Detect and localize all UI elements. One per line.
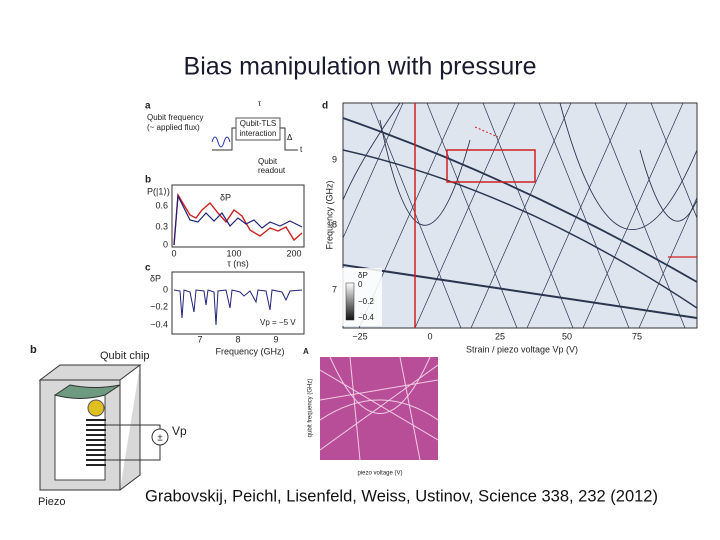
axis-label: Qubit frequency bbox=[147, 113, 203, 122]
tick-label: 0 bbox=[427, 331, 432, 341]
tick-label: 200 bbox=[286, 248, 301, 258]
slide-title: Bias manipulation with pressure bbox=[184, 53, 537, 81]
panel-label: b bbox=[30, 344, 37, 356]
texture-line bbox=[638, 196, 697, 328]
axis-label: qubit frequency (GHz) bbox=[308, 379, 314, 438]
dp-label: δP bbox=[220, 192, 231, 202]
texture-line bbox=[650, 103, 697, 219]
box bbox=[235, 117, 281, 141]
note: Vp = −5 V bbox=[260, 318, 296, 327]
tick-label: 0 bbox=[163, 284, 168, 294]
tick-label: 75 bbox=[632, 331, 642, 341]
colorbar bbox=[345, 282, 355, 321]
axis-label: Strain / piezo voltage Vp (V) bbox=[466, 344, 578, 354]
piezo-stack bbox=[86, 419, 106, 466]
tick-label: 9 bbox=[273, 334, 278, 344]
texture-line bbox=[370, 103, 462, 328]
box-text: Qubit-TLS bbox=[240, 119, 276, 128]
pm: ± bbox=[157, 433, 163, 444]
texture-line bbox=[594, 103, 686, 328]
tick-label: 7 bbox=[197, 334, 202, 344]
box-text: interaction bbox=[240, 129, 277, 138]
tau: τ bbox=[258, 99, 262, 108]
tick-label: 0.3 bbox=[155, 221, 168, 231]
panel-label: b bbox=[145, 175, 151, 186]
vp: Vp bbox=[172, 424, 187, 438]
tick-label: −0.4 bbox=[150, 319, 168, 329]
chip-label: Qubit chip bbox=[100, 350, 150, 362]
delta: Δ bbox=[287, 133, 293, 142]
arrow bbox=[474, 126, 499, 138]
trace bbox=[173, 289, 303, 326]
source bbox=[151, 428, 169, 446]
axis-label: piezo voltage (V) bbox=[357, 471, 402, 477]
readout: Qubit bbox=[258, 157, 278, 166]
tick-label: 0 bbox=[171, 248, 176, 258]
panel-b: b P(|1⟩) 0.6 0.3 0 δP 0 100 200 τ (ns) bbox=[145, 175, 305, 268]
tick-label: −25 bbox=[352, 331, 367, 341]
tick-label: 9 bbox=[332, 154, 337, 164]
tick-label: 0 bbox=[163, 239, 168, 249]
axis-label: δP bbox=[150, 273, 161, 283]
axis-label: P(|1⟩) bbox=[147, 186, 170, 196]
ball bbox=[87, 399, 105, 417]
chip bbox=[53, 384, 121, 399]
t-label: t bbox=[300, 145, 303, 154]
spectral-lines bbox=[343, 103, 697, 328]
readout: readout bbox=[258, 166, 286, 175]
axis-label: (~ applied flux) bbox=[147, 123, 200, 132]
inset: A piezo voltage (V) qubit frequency (GHz… bbox=[303, 347, 438, 477]
microwave bbox=[211, 136, 231, 148]
panel-label: a bbox=[145, 101, 151, 112]
panel-label: c bbox=[145, 263, 151, 274]
panel-label: A bbox=[303, 347, 309, 356]
tick-label: 8 bbox=[235, 334, 240, 344]
highlight-box bbox=[446, 149, 536, 183]
axis-label: τ (ns) bbox=[227, 258, 249, 268]
cbar-tick: 0 bbox=[358, 280, 363, 289]
panel-a: a Qubit frequency (~ applied flux) τ Qub… bbox=[145, 99, 303, 175]
chip-schematic: b Qubit chip ± Vp Piezo bbox=[30, 344, 187, 508]
inset-lines bbox=[320, 357, 438, 460]
tick-label: 0.6 bbox=[155, 200, 168, 210]
cbar-tick: −0.2 bbox=[358, 297, 374, 306]
panel-label: d bbox=[322, 101, 328, 112]
tick-label: 8 bbox=[332, 219, 337, 229]
panel-c: c δP 0 −0.2 −0.4 Vp = −5 V 7 8 9 Frequen… bbox=[145, 263, 305, 356]
cbar-tick: −0.4 bbox=[358, 313, 374, 322]
axis-label: Frequency (GHz) bbox=[324, 180, 334, 249]
texture-line bbox=[538, 103, 630, 328]
citation: Grabovskij, Peichl, Lisenfeld, Weiss, Us… bbox=[145, 487, 658, 505]
axis-label: Frequency (GHz) bbox=[215, 346, 284, 356]
tick-label: 100 bbox=[226, 248, 241, 258]
plot-frame bbox=[171, 271, 305, 335]
blue-trace bbox=[173, 193, 303, 246]
texture-line bbox=[482, 103, 574, 328]
cbar-title: δP bbox=[358, 271, 368, 280]
panel-d: d 9 8 7 Frequency (GHz) −25 0 25 50 75 S… bbox=[322, 101, 698, 354]
tick-label: 50 bbox=[562, 331, 572, 341]
tick-label: 25 bbox=[495, 331, 505, 341]
red-trace bbox=[173, 192, 303, 246]
plot-frame bbox=[171, 184, 305, 248]
tick-label: 7 bbox=[332, 284, 337, 294]
tick-label: −0.2 bbox=[150, 301, 168, 311]
piezo-label: Piezo bbox=[38, 496, 66, 508]
texture-line bbox=[426, 103, 518, 328]
